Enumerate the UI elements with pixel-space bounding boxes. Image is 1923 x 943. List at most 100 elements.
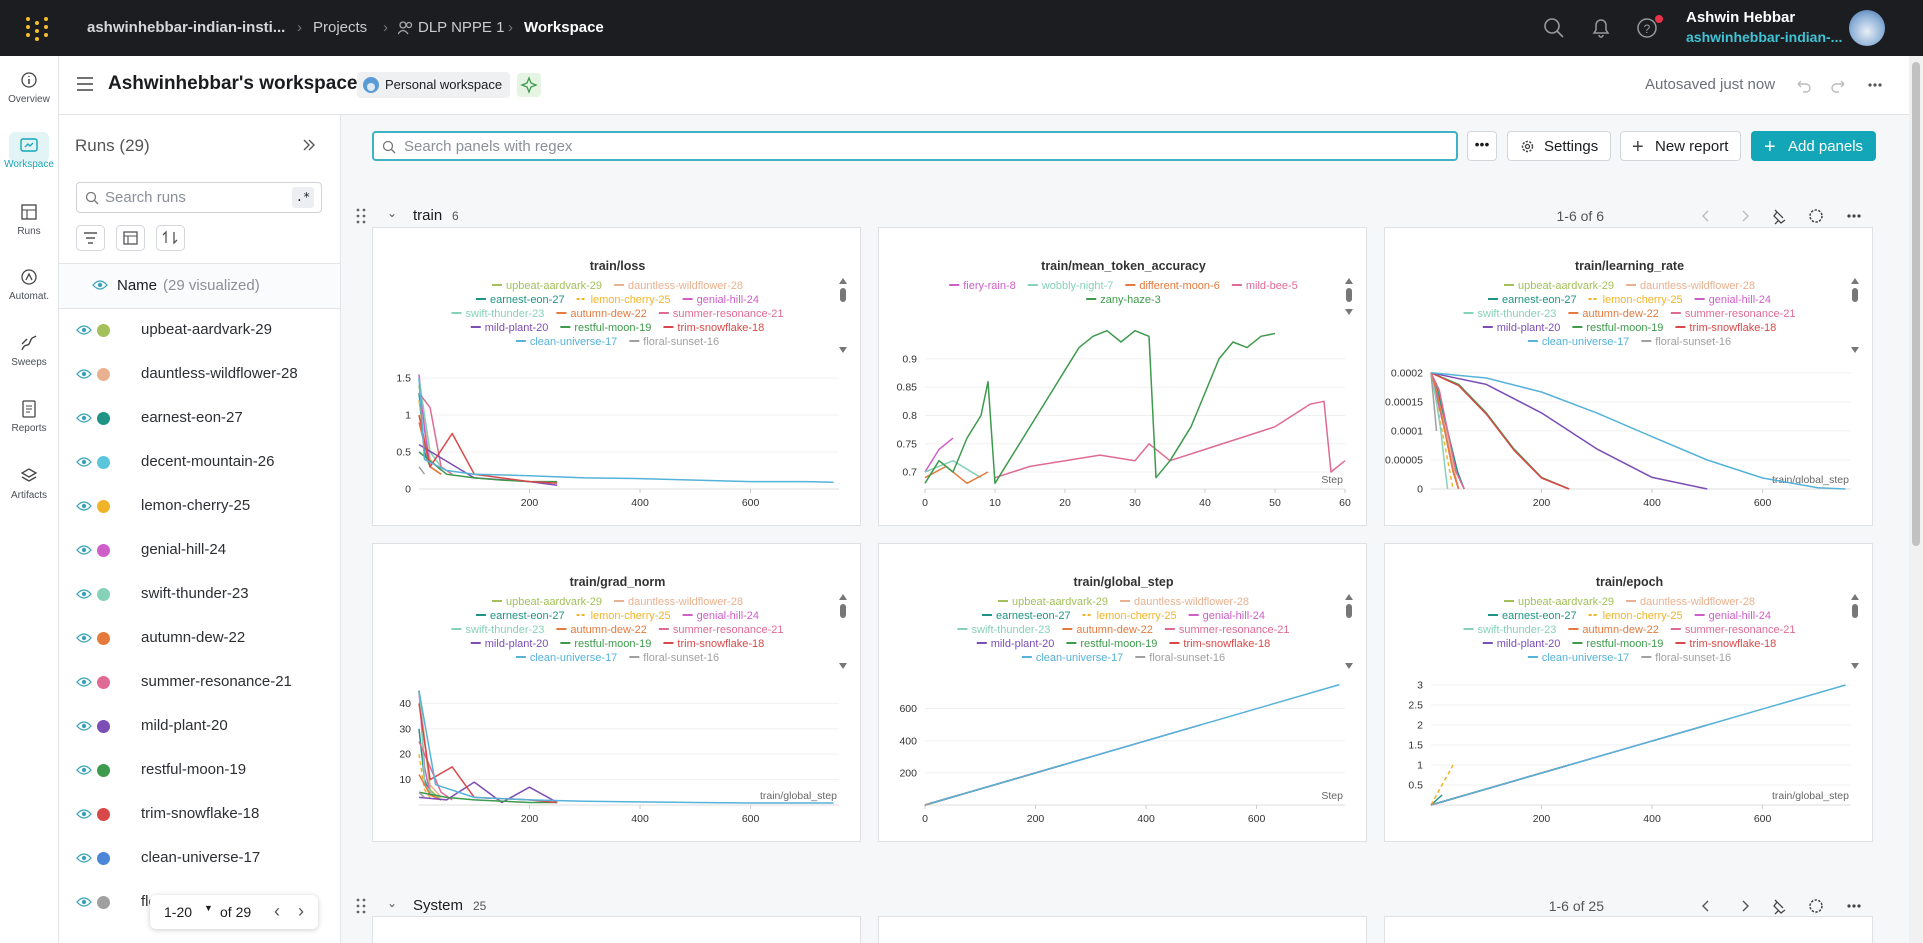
legend-item[interactable]: lemon-cherry-25	[1588, 610, 1683, 622]
run-color[interactable]	[97, 588, 110, 601]
legend-up[interactable]	[839, 278, 847, 284]
legend-item[interactable]: dauntless-wildflower-28	[1626, 280, 1755, 292]
run-color[interactable]	[97, 456, 110, 469]
section-tools[interactable]	[1691, 896, 1891, 916]
run-name[interactable]: clean-universe-17	[141, 849, 261, 866]
legend-item[interactable]: autumn-dew-22	[1062, 624, 1153, 636]
legend-item[interactable]: mild-plant-20	[1482, 322, 1561, 334]
legend-down[interactable]	[1345, 309, 1353, 315]
run-search[interactable]: Search runs .*	[76, 182, 322, 213]
panel[interactable]: train/grad_norm upbeat-aardvark-29 dauntle…	[372, 543, 861, 842]
nav-item[interactable]: Workspace	[0, 132, 58, 170]
help-icon[interactable]: ?	[1636, 14, 1664, 40]
legend-item[interactable]: autumn-dew-22	[1568, 308, 1659, 320]
nav-item[interactable]: Artifacts	[0, 467, 58, 501]
legend-item[interactable]: summer-resonance-21	[658, 308, 784, 320]
eye-icon[interactable]	[76, 676, 92, 688]
legend-item[interactable]: dauntless-wildflower-28	[1626, 596, 1755, 608]
run-row[interactable]: restful-moon-19	[59, 748, 340, 792]
page-size[interactable]: 1-20	[164, 904, 193, 920]
eye-icon[interactable]	[76, 500, 92, 512]
name-column[interactable]: Name	[117, 277, 158, 294]
run-row[interactable]: summer-resonance-21	[59, 660, 340, 704]
run-name[interactable]: autumn-dew-22	[141, 629, 246, 646]
eye-icon[interactable]	[76, 588, 92, 600]
legend-item[interactable]: floral-sunset-16	[629, 652, 719, 664]
eye-icon[interactable]	[76, 896, 92, 908]
legend-item[interactable]: restful-moon-19	[560, 322, 651, 334]
eye-icon[interactable]	[76, 852, 92, 864]
eye-icon[interactable]	[76, 544, 92, 556]
legend-up[interactable]	[1851, 278, 1859, 284]
run-color[interactable]	[97, 720, 110, 733]
run-color[interactable]	[97, 500, 110, 513]
panel[interactable]: train/global_step upbeat-aardvark-29 daunt…	[878, 543, 1367, 842]
legend-item[interactable]: dauntless-wildflower-28	[614, 280, 743, 292]
legend-down[interactable]	[1345, 663, 1353, 669]
run-row[interactable]: mild-plant-20	[59, 704, 340, 748]
panel[interactable]: train/loss upbeat-aardvark-29 dauntless-wi…	[372, 227, 861, 526]
eye-icon[interactable]	[76, 632, 92, 644]
run-color[interactable]	[97, 324, 110, 337]
legend-item[interactable]: summer-resonance-21	[658, 624, 784, 636]
panel-search[interactable]: Search panels with regex	[372, 131, 1458, 161]
search-icon[interactable]	[1543, 17, 1565, 39]
history-buttons[interactable]	[1794, 76, 1884, 94]
legend-item[interactable]: trim-snowflake-18	[1169, 638, 1270, 650]
legend-item[interactable]: different-moon-6	[1125, 280, 1220, 292]
sparkle-button[interactable]	[517, 73, 541, 97]
legend-item[interactable]: trim-snowflake-18	[663, 638, 764, 650]
legend-item[interactable]: restful-moon-19	[560, 638, 651, 650]
legend-item[interactable]: swift-thunder-23	[451, 624, 545, 636]
legend-item[interactable]: floral-sunset-16	[1641, 336, 1731, 348]
run-row[interactable]: lemon-cherry-25	[59, 484, 340, 528]
legend-item[interactable]: floral-sunset-16	[629, 336, 719, 348]
legend-down[interactable]	[839, 347, 847, 353]
legend-item[interactable]: earnest-eon-27	[1487, 294, 1577, 306]
run-row[interactable]: autumn-dew-22	[59, 616, 340, 660]
legend-item[interactable]: autumn-dew-22	[1568, 624, 1659, 636]
legend-item[interactable]: lemon-cherry-25	[1588, 294, 1683, 306]
legend-item[interactable]: dauntless-wildflower-28	[1120, 596, 1249, 608]
legend-up[interactable]	[1345, 594, 1353, 600]
legend-item[interactable]: genial-hill-24	[1188, 610, 1265, 622]
legend-item[interactable]: lemon-cherry-25	[1082, 610, 1177, 622]
legend-item[interactable]: swift-thunder-23	[1463, 308, 1557, 320]
run-color[interactable]	[97, 896, 110, 909]
legend-item[interactable]: summer-resonance-21	[1670, 308, 1796, 320]
run-name[interactable]: genial-hill-24	[141, 541, 227, 558]
eye-icon[interactable]	[76, 720, 92, 732]
legend-item[interactable]: clean-universe-17	[1527, 336, 1629, 348]
eye-icon[interactable]	[92, 279, 108, 291]
run-name[interactable]: upbeat-aardvark-29	[141, 321, 272, 338]
legend-item[interactable]: mild-plant-20	[1482, 638, 1561, 650]
more-button[interactable]: •••	[1467, 131, 1497, 161]
legend-item[interactable]: genial-hill-24	[682, 610, 759, 622]
section-name[interactable]: train	[413, 207, 443, 224]
legend-item[interactable]: wobbly-night-7	[1027, 280, 1114, 292]
project-crumb[interactable]: DLP NPPE 1	[418, 19, 505, 36]
user-name[interactable]: Ashwin Hebbar	[1686, 9, 1796, 26]
legend-item[interactable]: mild-plant-20	[470, 322, 549, 334]
run-color[interactable]	[97, 852, 110, 865]
legend-item[interactable]: trim-snowflake-18	[1675, 638, 1776, 650]
legend-item[interactable]: summer-resonance-21	[1164, 624, 1290, 636]
logo[interactable]	[24, 16, 50, 42]
run-name[interactable]: earnest-eon-27	[141, 409, 243, 426]
legend-item[interactable]: trim-snowflake-18	[663, 322, 764, 334]
legend-item[interactable]: earnest-eon-27	[475, 610, 565, 622]
run-name[interactable]: lemon-cherry-25	[141, 497, 251, 514]
legend-item[interactable]: upbeat-aardvark-29	[492, 596, 602, 608]
nav-item[interactable]: Runs	[0, 203, 58, 237]
legend-item[interactable]: restful-moon-19	[1572, 638, 1663, 650]
panel[interactable]: train/mean_token_accuracy fiery-rain-8 wob…	[878, 227, 1367, 526]
run-color[interactable]	[97, 676, 110, 689]
bell-icon[interactable]	[1590, 17, 1612, 39]
org-crumb[interactable]: ashwinhebbar-indian-insti...	[87, 19, 286, 36]
legend-item[interactable]: clean-universe-17	[1527, 652, 1629, 664]
legend-item[interactable]: restful-moon-19	[1572, 322, 1663, 334]
user-org[interactable]: ashwinhebbar-indian-...	[1686, 29, 1843, 45]
legend-item[interactable]: mild-plant-20	[976, 638, 1055, 650]
nav-item[interactable]: Automat.	[0, 268, 58, 302]
legend-item[interactable]: mild-plant-20	[470, 638, 549, 650]
